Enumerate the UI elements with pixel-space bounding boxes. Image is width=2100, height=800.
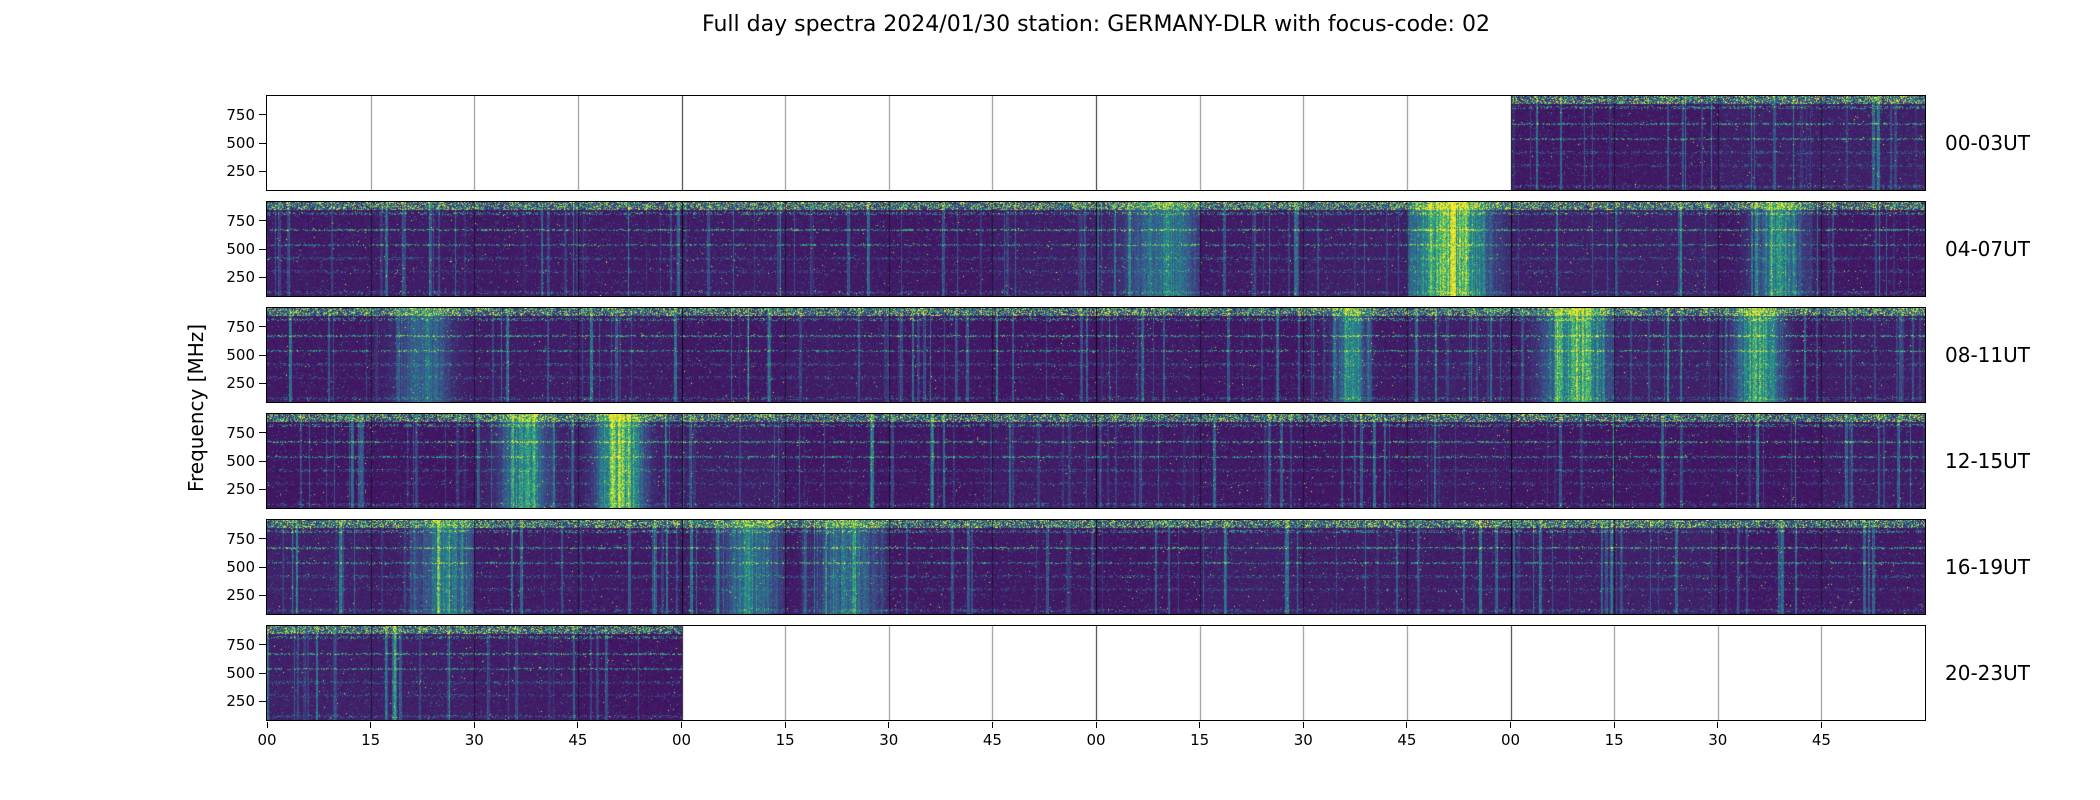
y-tick-label: 250 — [226, 268, 255, 287]
spectrogram-canvas-00-03 — [267, 96, 1925, 190]
y-tick — [259, 142, 266, 144]
x-tick-label: 45 — [1811, 731, 1831, 749]
x-tick — [473, 722, 475, 728]
y-tick-label: 500 — [226, 346, 255, 364]
x-tick — [784, 722, 786, 728]
y-tick — [259, 170, 266, 172]
y-tick — [259, 276, 266, 278]
y-tick-label: 750 — [226, 317, 255, 336]
row-label-20-23: 20-23UT — [1945, 661, 2030, 685]
y-tick-label: 500 — [226, 134, 255, 152]
spectrogram-row-16-19 — [266, 519, 1926, 615]
x-tick-label: 30 — [879, 731, 899, 749]
spectrogram-row-08-11 — [266, 307, 1926, 403]
x-tick-label: 15 — [1190, 731, 1210, 749]
y-tick — [259, 354, 266, 356]
x-tick — [1820, 722, 1822, 728]
x-tick — [1510, 722, 1511, 728]
y-tick-label: 750 — [226, 529, 255, 548]
x-tick — [991, 722, 993, 728]
x-tick-label: 45 — [982, 731, 1002, 749]
x-tick-label: 00 — [671, 731, 692, 749]
y-tick-label: 250 — [226, 692, 255, 711]
y-tick-label: 750 — [226, 635, 255, 654]
x-tick-label: 15 — [1604, 731, 1624, 749]
x-tick-label: 45 — [568, 731, 588, 749]
x-tick-label: 15 — [775, 731, 795, 749]
y-tick-label: 750 — [226, 423, 255, 442]
y-tick-label: 250 — [226, 162, 255, 181]
x-tick-label: 30 — [1293, 731, 1313, 749]
y-tick — [259, 488, 266, 490]
spectrogram-row-04-07 — [266, 201, 1926, 297]
row-label-00-03: 00-03UT — [1945, 131, 2030, 155]
y-tick-label: 500 — [226, 240, 255, 258]
spectrogram-row-00-03 — [266, 95, 1926, 191]
y-tick — [259, 594, 266, 596]
y-tick-label: 500 — [226, 452, 255, 470]
x-tick-label: 15 — [361, 731, 381, 749]
x-tick — [1717, 722, 1719, 728]
y-tick-label: 250 — [226, 586, 255, 605]
spectrogram-canvas-08-11 — [267, 308, 1925, 402]
x-tick — [681, 722, 682, 728]
spectrogram-canvas-12-15 — [267, 414, 1925, 508]
y-tick-label: 250 — [226, 374, 255, 393]
y-tick-label: 750 — [226, 105, 255, 124]
y-tick-label: 500 — [226, 664, 255, 682]
x-tick — [1302, 722, 1304, 728]
x-tick — [1406, 722, 1408, 728]
y-tick-label: 500 — [226, 558, 255, 576]
y-tick-label: 750 — [226, 211, 255, 230]
row-label-08-11: 08-11UT — [1945, 343, 2030, 367]
y-tick — [259, 644, 266, 646]
spectrogram-row-12-15 — [266, 413, 1926, 509]
x-tick — [888, 722, 890, 728]
x-tick-label: 45 — [1397, 731, 1417, 749]
x-tick — [1199, 722, 1201, 728]
y-tick — [259, 114, 266, 116]
y-tick — [259, 248, 266, 250]
x-tick — [1095, 722, 1097, 728]
y-tick — [259, 566, 266, 568]
spectrogram-canvas-20-23 — [267, 626, 1925, 720]
y-tick — [259, 382, 266, 384]
row-label-16-19: 16-19UT — [1945, 555, 2030, 579]
y-tick — [259, 672, 266, 674]
y-tick-label: 250 — [226, 480, 255, 499]
x-tick — [266, 722, 268, 728]
x-tick-label: 30 — [1708, 731, 1728, 749]
y-tick — [259, 220, 266, 222]
x-tick — [370, 722, 372, 728]
y-tick — [259, 326, 266, 328]
x-tick-label: 00 — [1500, 731, 1521, 749]
y-tick — [259, 432, 266, 434]
x-tick — [1613, 722, 1615, 728]
row-label-12-15: 12-15UT — [1945, 449, 2030, 473]
x-tick — [577, 722, 579, 728]
row-label-04-07: 04-07UT — [1945, 237, 2030, 261]
x-tick-label: 00 — [257, 731, 277, 749]
y-tick — [259, 460, 266, 462]
chart-title: Full day spectra 2024/01/30 station: GER… — [702, 12, 1490, 37]
spectrogram-canvas-04-07 — [267, 202, 1925, 296]
x-tick-label: 00 — [1086, 731, 1106, 749]
x-tick-label: 30 — [464, 731, 484, 749]
y-tick — [259, 538, 266, 540]
y-tick — [259, 700, 266, 702]
spectrogram-canvas-16-19 — [267, 520, 1925, 614]
spectrogram-row-20-23 — [266, 625, 1926, 721]
